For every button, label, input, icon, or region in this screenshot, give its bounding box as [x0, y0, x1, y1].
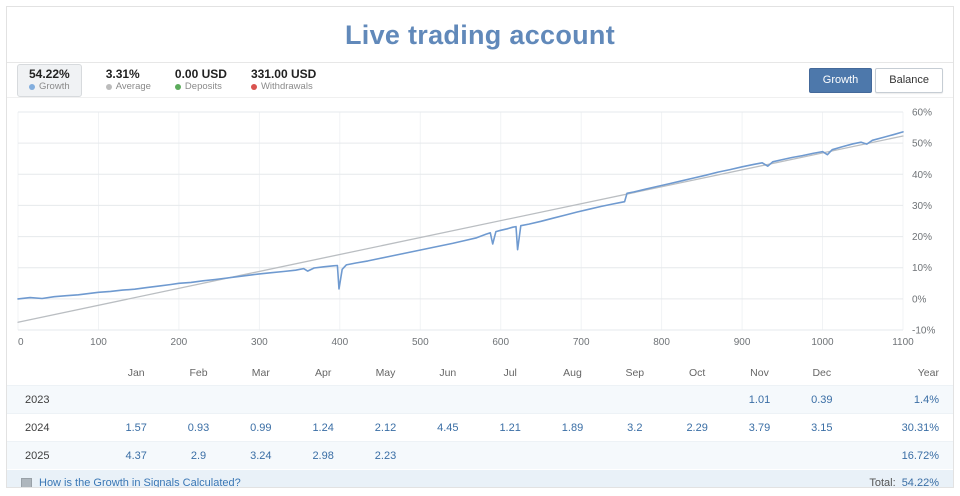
svg-text:20%: 20%: [912, 232, 932, 243]
month-header: Apr: [314, 367, 332, 379]
growth-cell: 3.79: [748, 421, 771, 434]
growth-cell: 3.15: [811, 421, 833, 434]
svg-text:500: 500: [412, 337, 429, 348]
growth-cell: 1.24: [312, 421, 334, 434]
svg-text:700: 700: [573, 337, 590, 348]
growth-chart: 60% 50% 40% 30% 20% 10% 0% -10% 0 100 200 300 400 500…: [7, 104, 953, 361]
month-header: May: [375, 367, 396, 379]
stat-withdrawals-label: Withdrawals: [260, 80, 313, 92]
svg-text:40%: 40%: [912, 170, 932, 181]
stat-average-caption: Average: [105, 80, 151, 93]
svg-text:200: 200: [171, 337, 188, 348]
svg-text:600: 600: [492, 337, 509, 348]
growth-cell: 2.98: [312, 449, 334, 462]
growth-help-link[interactable]: How is the Growth in Signals Calculated?: [39, 477, 241, 488]
help-icon: [21, 477, 32, 487]
month-header: Jul: [503, 367, 517, 379]
year-total-cell: 30.31%: [901, 421, 939, 434]
svg-text:10%: 10%: [912, 263, 932, 274]
year-label: 2025: [25, 449, 50, 462]
table-header-row: Jan Feb Mar Apr May Jun Jul Aug Sep Oct …: [7, 361, 953, 385]
balance-tab[interactable]: Balance: [875, 67, 943, 93]
svg-text:900: 900: [734, 337, 751, 348]
footer-bar: How is the Growth in Signals Calculated?…: [7, 470, 953, 488]
year-total-cell: 1.4%: [913, 393, 939, 406]
stat-deposits[interactable]: 0.00 USD Deposits: [174, 66, 227, 93]
withdrawals-dot-icon: [250, 83, 257, 90]
growth-cell: 0.93: [187, 421, 210, 434]
svg-text:300: 300: [251, 337, 268, 348]
stat-growth[interactable]: 54.22% Growth: [17, 63, 82, 97]
growth-cell: 1.57: [125, 421, 147, 434]
growth-cell: 3.24: [250, 449, 272, 462]
growth-tab[interactable]: Growth: [808, 67, 873, 93]
year-label: 2024: [25, 421, 50, 434]
growth-chart-svg: 60% 50% 40% 30% 20% 10% 0% -10% 0 100 200 300 400 500…: [17, 108, 935, 348]
month-header: Mar: [251, 367, 270, 379]
svg-text:60%: 60%: [912, 108, 932, 119]
growth-cell: 1.01: [748, 393, 771, 406]
svg-text:0%: 0%: [912, 294, 927, 305]
svg-text:1100: 1100: [892, 337, 914, 348]
page-title: Live trading account: [344, 20, 616, 50]
growth-cell: 1.21: [499, 421, 521, 434]
stat-average[interactable]: 3.31% Average: [105, 66, 151, 93]
year-total-cell: 16.72%: [901, 449, 939, 462]
svg-text:30%: 30%: [912, 201, 932, 212]
monthly-growth-table: Jan Feb Mar Apr May Jun Jul Aug Sep Oct …: [7, 361, 953, 469]
stat-withdrawals[interactable]: 331.00 USD Withdrawals: [250, 66, 317, 93]
year-total-header: Year: [917, 367, 939, 379]
deposits-dot-icon: [174, 83, 181, 90]
table-row: 2024 1.57 0.93 0.99 1.24 2.12 4.45 1.21 …: [7, 413, 953, 441]
growth-cell: 0.39: [811, 393, 833, 406]
month-header: Nov: [750, 367, 769, 379]
stat-withdrawals-value: 331.00 USD: [250, 66, 317, 81]
svg-text:50%: 50%: [912, 139, 932, 150]
stat-deposits-value: 0.00 USD: [174, 66, 227, 81]
growth-cell: 1.89: [561, 421, 584, 434]
stat-deposits-label: Deposits: [184, 80, 222, 92]
growth-cell: 2.23: [374, 449, 397, 462]
month-header: Oct: [688, 367, 706, 379]
growth-cell: 4.45: [437, 421, 459, 434]
svg-text:1000: 1000: [811, 337, 834, 348]
stat-average-value: 3.31%: [105, 66, 140, 81]
stat-growth-value: 54.22%: [29, 66, 70, 81]
svg-text:800: 800: [653, 337, 670, 348]
total-label: Total:: [869, 477, 896, 488]
svg-text:-10%: -10%: [912, 326, 935, 337]
svg-text:100: 100: [90, 337, 107, 348]
growth-cell: 4.37: [125, 449, 147, 462]
stat-average-label: Average: [115, 80, 151, 92]
table-row: 2025 4.37 2.9 3.24 2.98 2.23 16.72%: [7, 441, 953, 469]
growth-cell: 2.12: [374, 421, 397, 434]
live-trading-account-page: Live trading account 54.22% Growth 3.31%…: [6, 6, 954, 488]
month-header: Jun: [439, 367, 457, 379]
stats-bar: 54.22% Growth 3.31% Average 0.00 USD Dep…: [7, 62, 953, 98]
month-header: Feb: [189, 367, 208, 379]
svg-text:0: 0: [18, 337, 24, 348]
svg-text:400: 400: [331, 337, 348, 348]
total-value: 54.22%: [901, 477, 939, 488]
month-header: Jan: [127, 367, 145, 379]
month-header: Aug: [563, 367, 582, 379]
month-header: Dec: [812, 367, 832, 379]
table-row: 2023 1.01 0.39 1.4%: [7, 385, 953, 413]
growth-cell: 0.99: [250, 421, 272, 434]
stat-deposits-caption: Deposits: [174, 80, 227, 93]
stats-legend: 54.22% Growth 3.31% Average 0.00 USD Dep…: [17, 63, 317, 97]
chart-mode-toggle: Growth Balance: [808, 67, 943, 93]
stat-withdrawals-caption: Withdrawals: [250, 80, 316, 93]
year-label: 2023: [25, 393, 50, 406]
growth-cell: 2.9: [190, 449, 207, 462]
growth-cell: 2.29: [686, 421, 708, 434]
month-header: Sep: [625, 367, 645, 379]
stat-growth-caption: Growth: [29, 81, 70, 93]
stat-growth-label: Growth: [39, 80, 70, 92]
growth-dot-icon: [29, 83, 35, 90]
average-dot-icon: [105, 83, 112, 90]
growth-cell: 3.2: [627, 421, 643, 434]
